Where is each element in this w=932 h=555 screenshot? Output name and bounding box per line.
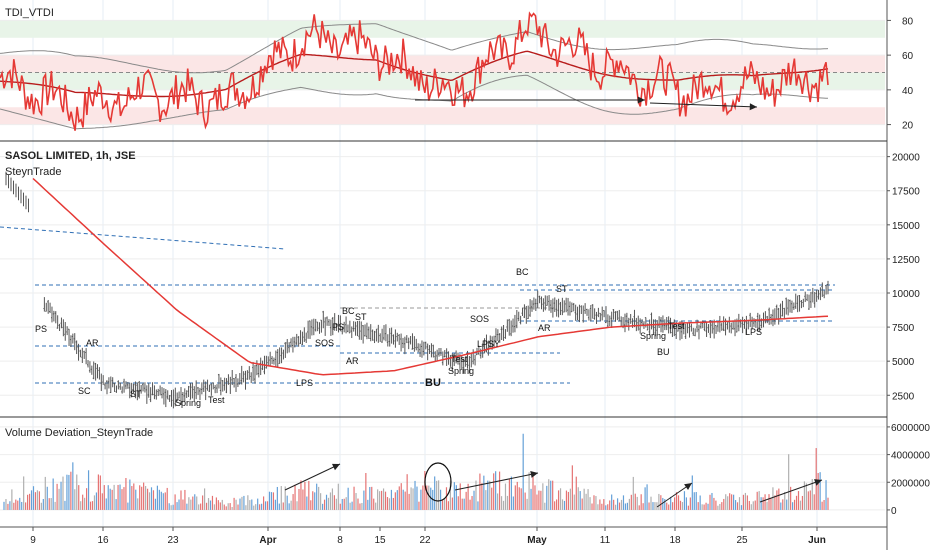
price-trend-dash (0, 226, 286, 250)
price-y-tick-7500: 7500 (892, 323, 915, 334)
tdi-band-0 (0, 20, 885, 38)
wyckoff-label-ar: AR (538, 323, 551, 333)
price-moving-average (32, 177, 829, 376)
wyckoff-label-ar: AR (346, 356, 359, 366)
tdi-upper-band (0, 23, 829, 74)
wyckoff-label-bc: BC (342, 306, 355, 316)
wyckoff-label-ps: PS (332, 322, 344, 332)
vol-arrow-2-head (530, 471, 538, 478)
price-y-tick-20000: 20000 (892, 153, 920, 164)
tdi-band-3 (0, 107, 885, 125)
price-y-tick-12500: 12500 (892, 255, 920, 266)
x-tick-25: 25 (736, 535, 748, 546)
vol-arrow-4-line (759, 479, 823, 503)
wyckoff-label-bc: BC (516, 267, 529, 277)
volume-y-tick-0: 0 (891, 506, 897, 517)
tdi-arrow-1-head (637, 96, 645, 104)
wyckoff-label-sc: SC (78, 386, 91, 396)
wyckoff-label-lps: LPS (296, 378, 313, 388)
wyckoff-label-bu: BU (425, 377, 441, 389)
x-tick-18: 18 (669, 535, 681, 546)
wyckoff-label-sos: SOS (470, 314, 489, 324)
x-tick-may: May (527, 535, 547, 546)
price-title: SASOL LIMITED, 1h, JSE (5, 150, 136, 162)
volume-y-tick-6000000: 6000000 (891, 423, 930, 434)
tdi-y-tick-40: 40 (902, 86, 914, 97)
x-tick-16: 16 (97, 535, 109, 546)
volume-y-tick-4000000: 4000000 (891, 451, 930, 462)
vol-arrow-2-line (454, 472, 539, 491)
x-tick-23: 23 (167, 535, 179, 546)
wyckoff-label-test: Test (451, 354, 468, 364)
vol-highlight-circle (424, 462, 452, 502)
x-tick-9: 9 (30, 535, 36, 546)
price-y-tick-5000: 5000 (892, 357, 915, 368)
x-tick-jun: Jun (808, 535, 826, 546)
wyckoff-label-test: Test (208, 395, 225, 405)
tdi-y-tick-20: 20 (902, 121, 914, 132)
vol-arrow-4-head (814, 479, 822, 486)
tdi-arrow-2-line (649, 102, 758, 108)
price-y-tick-15000: 15000 (892, 221, 920, 232)
volume-y-tick-2000000: 2000000 (891, 478, 930, 489)
tdi-band-1 (0, 55, 885, 73)
wyckoff-label-spring: Spring (448, 366, 474, 376)
vol-arrow-1-head (332, 463, 340, 471)
wyckoff-label-lps: LPS (745, 327, 762, 337)
wyckoff-label-st: ST (556, 284, 568, 294)
price-y-tick-17500: 17500 (892, 187, 920, 198)
wyckoff-label-spring: Spring (640, 331, 666, 341)
volume-panel (0, 426, 885, 511)
vol-arrow-1-line (284, 463, 341, 491)
price-y-tick-2500: 2500 (892, 391, 915, 402)
x-tick-15: 15 (374, 535, 386, 546)
wyckoff-label-lpsy: LPSY (477, 339, 500, 349)
tdi-y-tick-60: 60 (902, 51, 914, 62)
price-subtitle: SteynTrade (5, 166, 62, 178)
x-tick-apr: Apr (259, 535, 276, 546)
x-tick-22: 22 (419, 535, 431, 546)
wyckoff-label-st: ST (355, 312, 367, 322)
x-tick-8: 8 (337, 535, 343, 546)
tdi-title: TDI_VTDI (5, 7, 54, 19)
wyckoff-label-sos: SOS (315, 338, 334, 348)
tdi-y-tick-80: 80 (902, 16, 914, 27)
wyckoff-label-st: ST (130, 389, 142, 399)
tdi-fast-line (0, 11, 829, 131)
wyckoff-label-bu: BU (657, 347, 670, 357)
wyckoff-label-spring: Spring (175, 398, 201, 408)
tdi-panel (0, 11, 885, 131)
vol-arrow-3-head (684, 483, 692, 490)
wyckoff-label-test: Test (668, 321, 685, 331)
wyckoff-label-ar: AR (86, 338, 99, 348)
tdi-arrow-2-head (749, 103, 757, 111)
price-y-tick-10000: 10000 (892, 289, 920, 300)
x-tick-11: 11 (600, 535, 611, 546)
volume-title: Volume Deviation_SteynTrade (5, 427, 154, 439)
wyckoff-label-ps: PS (35, 324, 47, 334)
